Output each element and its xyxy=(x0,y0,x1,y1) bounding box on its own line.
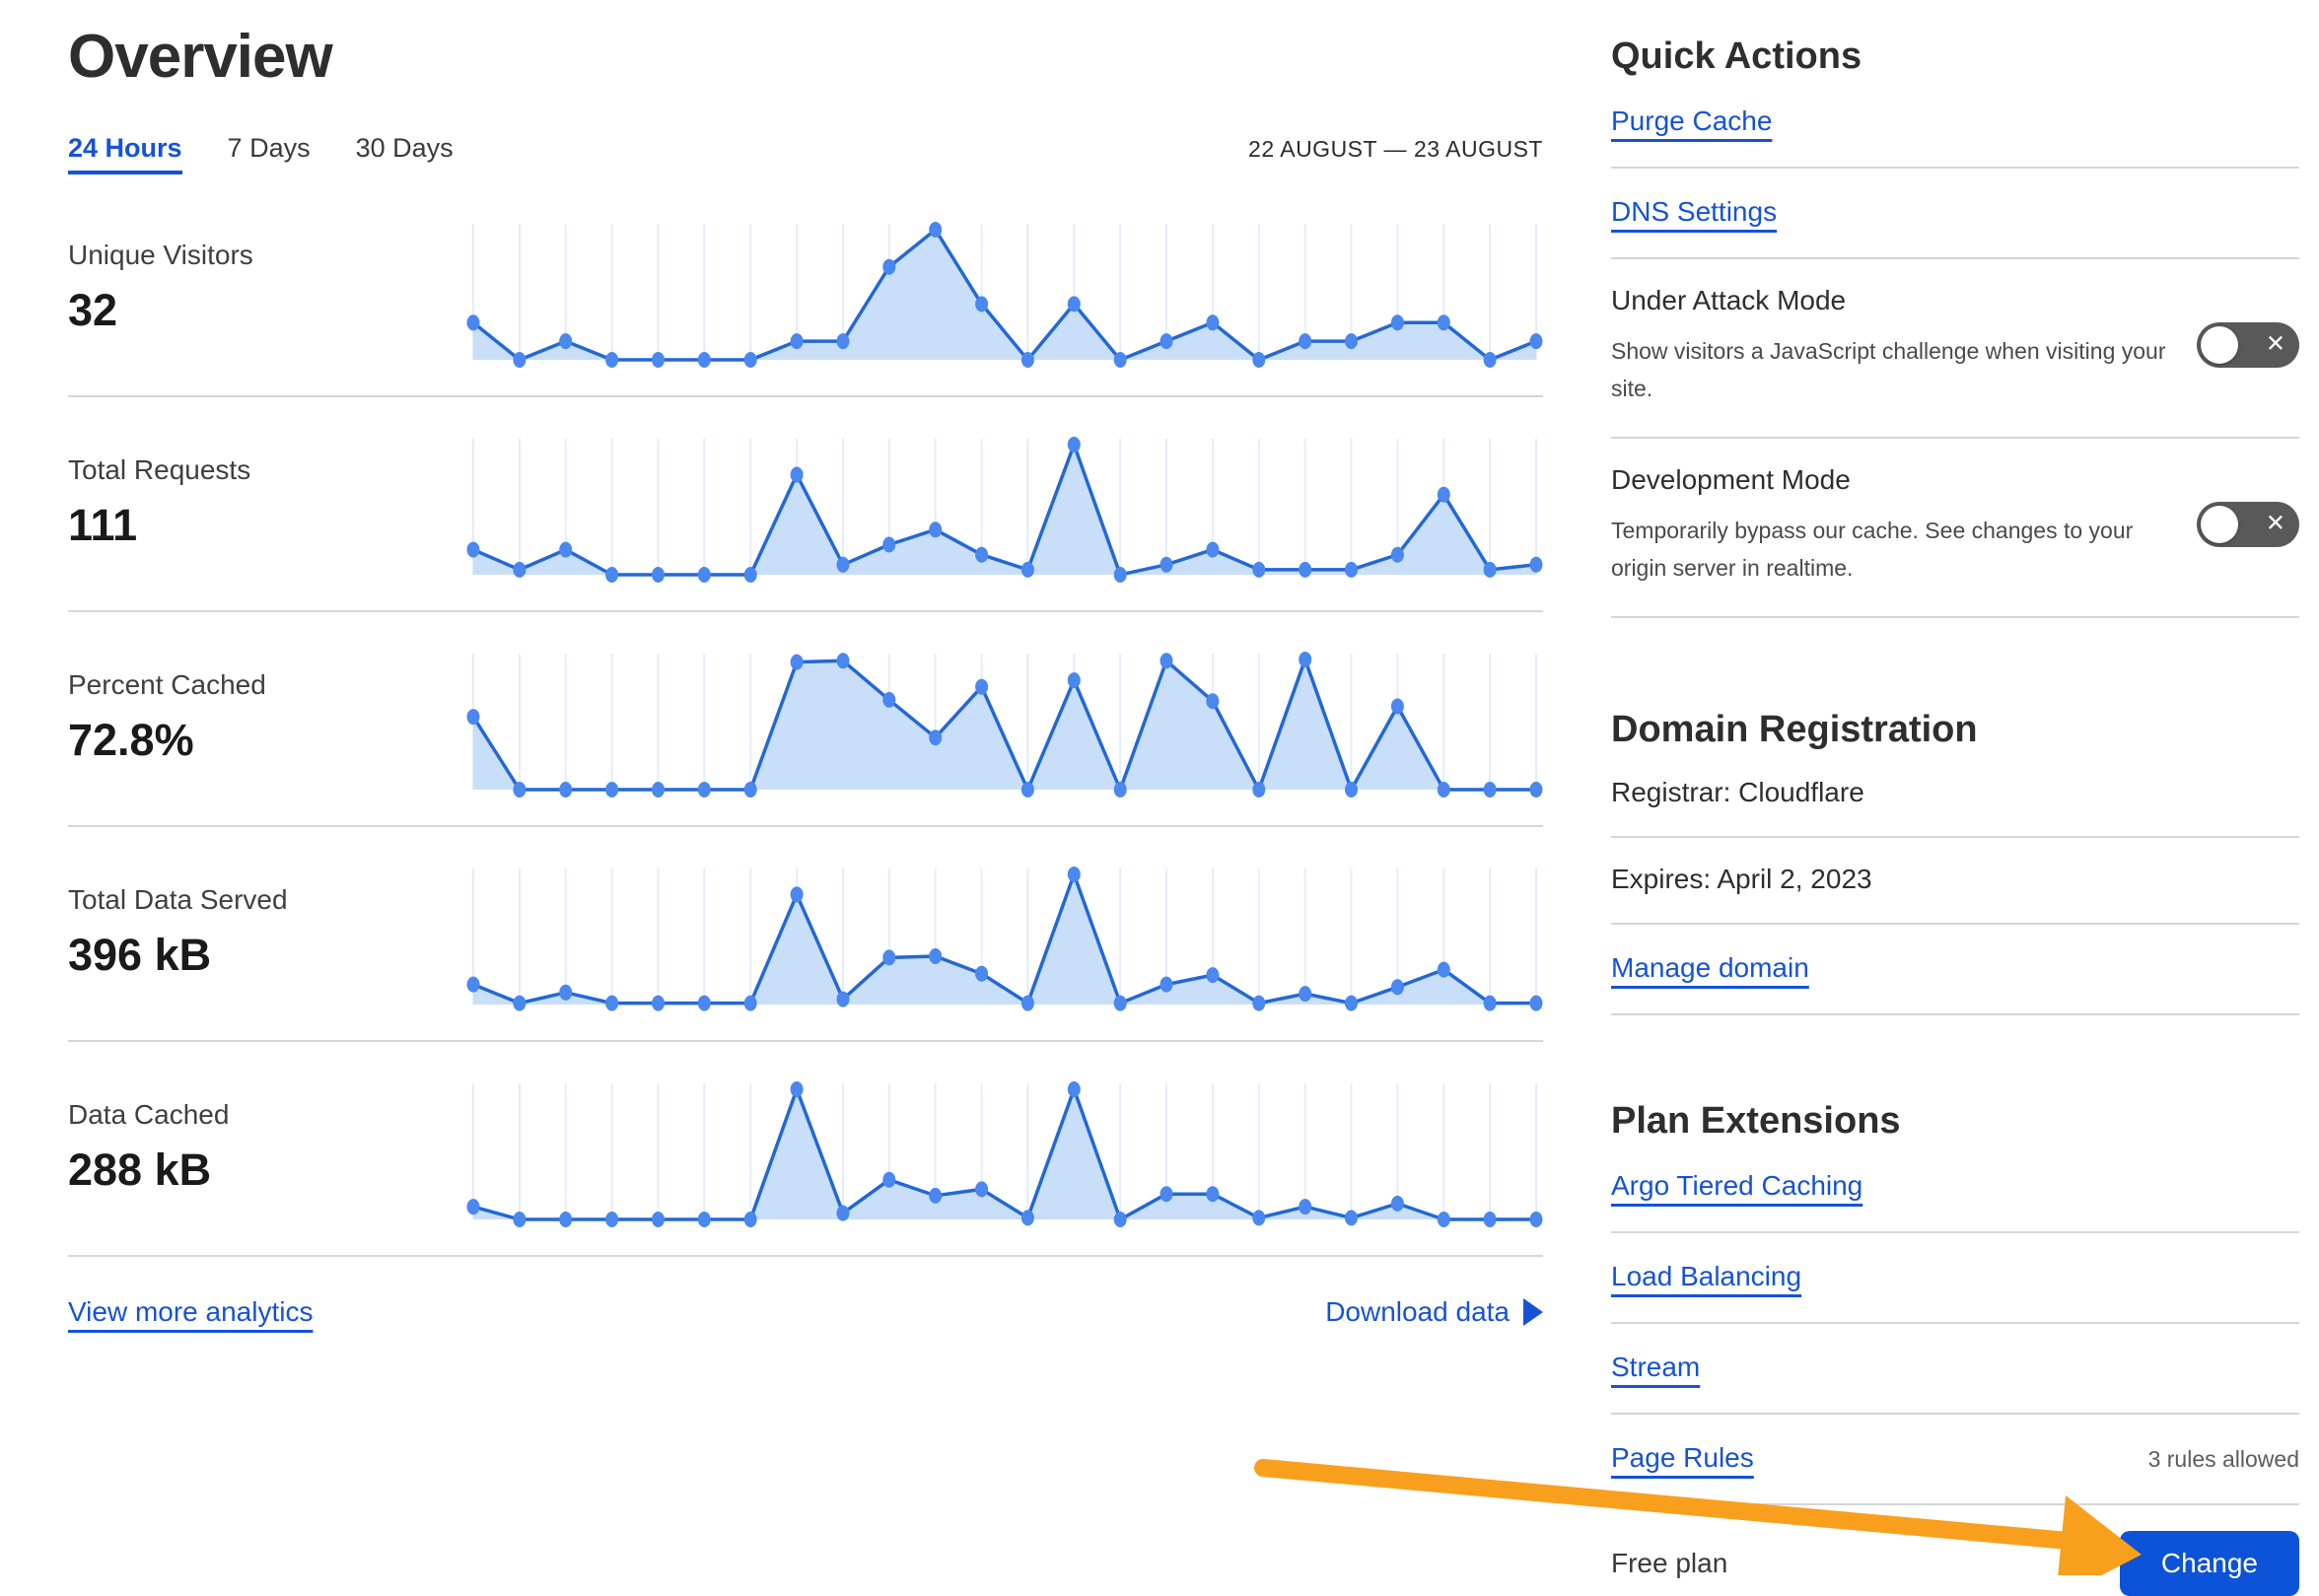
development-mode-description: Temporarily bypass our cache. See change… xyxy=(1611,518,2134,581)
development-mode-row: Development Mode Temporarily bypass our … xyxy=(1611,439,2299,618)
metric-info: Total Data Served 396 kB xyxy=(68,827,466,1040)
chart-container xyxy=(466,865,1543,1012)
view-more-analytics-link[interactable]: View more analytics xyxy=(68,1296,314,1327)
under-attack-mode-title: Under Attack Mode xyxy=(1611,285,1847,315)
metric-info: Data Cached 288 kB xyxy=(68,1042,466,1255)
page-rules-row: Page Rules 3 rules allowed xyxy=(1611,1415,2299,1505)
current-plan-label: Free plan xyxy=(1611,1548,1728,1578)
toggle-off-x-icon: ✕ xyxy=(2265,330,2285,358)
page-rules-allowance: 3 rules allowed xyxy=(2147,1446,2299,1472)
development-mode-toggle[interactable]: ✕ xyxy=(2197,502,2299,547)
page-rules-link[interactable]: Page Rules xyxy=(1611,1442,1754,1473)
metric-label: Unique Visitors xyxy=(68,240,253,270)
toggle-off-x-icon: ✕ xyxy=(2265,510,2285,537)
chart-container xyxy=(466,220,1543,368)
percent-cached-sparkline xyxy=(466,652,1543,798)
metric-label: Data Cached xyxy=(68,1099,230,1130)
load-balancing-row: Load Balancing xyxy=(1611,1233,2299,1324)
analytics-footer-links: View more analytics Download data xyxy=(68,1296,1543,1328)
stream-row: Stream xyxy=(1611,1324,2299,1415)
metrics-list: Unique Visitors 32 Total Requests 111 xyxy=(68,182,1543,1257)
data-cached-sparkline xyxy=(466,1081,1543,1227)
toggle-knob xyxy=(2201,326,2238,364)
side-panel: Quick Actions Purge Cache DNS Settings U… xyxy=(1611,0,2299,1596)
quick-actions-heading: Quick Actions xyxy=(1611,35,1862,77)
under-attack-mode-row: Under Attack Mode Show visitors a JavaSc… xyxy=(1611,259,2299,439)
download-data-link[interactable]: Download data xyxy=(1325,1296,1543,1328)
total-requests-sparkline xyxy=(466,437,1543,583)
metric-info: Unique Visitors 32 xyxy=(68,182,466,395)
registrar-row: Registrar: Cloudflare xyxy=(1611,751,2299,838)
plan-extensions-heading: Plan Extensions xyxy=(1611,1100,1901,1142)
manage-domain-link[interactable]: Manage domain xyxy=(1611,952,1809,983)
change-plan-button[interactable]: Change xyxy=(2119,1531,2299,1596)
toggle-text: Development Mode Temporarily bypass our … xyxy=(1611,464,2197,587)
metric-row-unique-visitors: Unique Visitors 32 xyxy=(68,182,1543,397)
metric-info: Total Requests 111 xyxy=(68,397,466,610)
dns-settings-row: DNS Settings xyxy=(1611,169,2299,259)
download-data-label: Download data xyxy=(1325,1296,1510,1327)
toggle-text: Under Attack Mode Show visitors a JavaSc… xyxy=(1611,285,2197,407)
metric-value: 72.8% xyxy=(68,715,194,765)
metric-value: 396 kB xyxy=(68,930,212,980)
toggle-knob xyxy=(2201,506,2238,543)
play-triangle-icon xyxy=(1523,1298,1543,1326)
metric-label: Total Data Served xyxy=(68,884,288,915)
tab-24-hours[interactable]: 24 Hours xyxy=(68,133,182,174)
chart-container xyxy=(466,1079,1543,1227)
metric-value: 288 kB xyxy=(68,1145,212,1195)
metric-row-total-requests: Total Requests 111 xyxy=(68,397,1543,612)
argo-tiered-caching-link[interactable]: Argo Tiered Caching xyxy=(1611,1170,1863,1201)
under-attack-mode-toggle[interactable]: ✕ xyxy=(2197,322,2299,368)
page-title: Overview xyxy=(68,23,333,91)
unique-visitors-sparkline xyxy=(466,222,1543,368)
analytics-panel: Overview 24 Hours 7 Days 30 Days 22 AUGU… xyxy=(68,0,1543,1596)
stream-link[interactable]: Stream xyxy=(1611,1352,1701,1382)
dns-settings-link[interactable]: DNS Settings xyxy=(1611,196,1778,227)
chart-container xyxy=(466,650,1543,798)
metric-label: Total Requests xyxy=(68,454,251,485)
manage-domain-row: Manage domain xyxy=(1611,925,2299,1015)
domain-registration-heading: Domain Registration xyxy=(1611,709,1978,750)
time-range-tabs: 24 Hours 7 Days 30 Days 22 AUGUST — 23 A… xyxy=(68,133,1543,174)
metric-row-data-cached: Data Cached 288 kB xyxy=(68,1042,1543,1257)
chart-container xyxy=(466,435,1543,583)
expires-row: Expires: April 2, 2023 xyxy=(1611,838,2299,925)
plan-row: Free plan Change xyxy=(1611,1505,2299,1596)
date-range-label: 22 AUGUST — 23 AUGUST xyxy=(1248,136,1543,162)
tab-7-days[interactable]: 7 Days xyxy=(227,133,311,163)
load-balancing-link[interactable]: Load Balancing xyxy=(1611,1261,1802,1291)
metric-row-total-data-served: Total Data Served 396 kB xyxy=(68,827,1543,1042)
metric-value: 32 xyxy=(68,285,118,335)
argo-tiered-caching-row: Argo Tiered Caching xyxy=(1611,1143,2299,1233)
metric-row-percent-cached: Percent Cached 72.8% xyxy=(68,612,1543,827)
metric-value: 111 xyxy=(68,500,138,550)
metric-info: Percent Cached 72.8% xyxy=(68,612,466,825)
tab-30-days[interactable]: 30 Days xyxy=(355,133,454,163)
total-data-served-sparkline xyxy=(466,867,1543,1011)
development-mode-title: Development Mode xyxy=(1611,464,1851,495)
under-attack-mode-description: Show visitors a JavaScript challenge whe… xyxy=(1611,338,2166,401)
metric-label: Percent Cached xyxy=(68,669,266,700)
purge-cache-row: Purge Cache xyxy=(1611,78,2299,169)
purge-cache-link[interactable]: Purge Cache xyxy=(1611,105,1773,136)
